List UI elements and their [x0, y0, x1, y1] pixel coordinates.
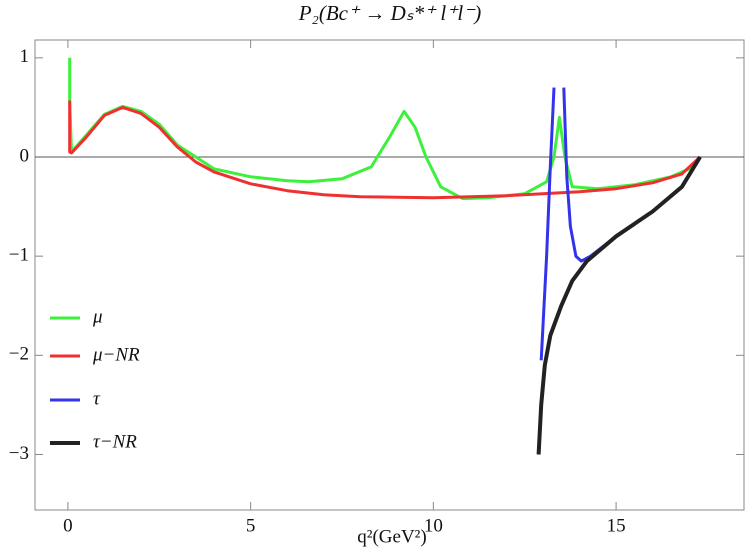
y-tick-label: 1 [20, 46, 30, 67]
y-tick-label: −2 [9, 344, 29, 365]
plot-frame [34, 39, 745, 511]
series-line [539, 87, 702, 361]
y-tick-label: 0 [20, 145, 30, 166]
y-tick-label: −1 [9, 245, 29, 266]
x-axis-label: q²(GeV²) [357, 526, 426, 547]
x-tick-label: 15 [607, 515, 626, 536]
series-line [536, 155, 702, 455]
x-tick-label: 10 [424, 515, 443, 536]
legend-label: μ [92, 306, 103, 327]
legend-label: τ [93, 388, 101, 409]
legend-label: τ−NR [93, 431, 137, 452]
series-line [68, 57, 702, 201]
x-tick-label: 5 [246, 515, 256, 536]
x-tick-label: 0 [63, 515, 73, 536]
chart-title: P₂(Bc⁺ → Dₛ*⁺ l⁺l⁻) [298, 1, 482, 25]
legend-label: μ−NR [92, 344, 140, 365]
series-line [68, 100, 702, 200]
y-tick-label: −3 [9, 443, 29, 464]
